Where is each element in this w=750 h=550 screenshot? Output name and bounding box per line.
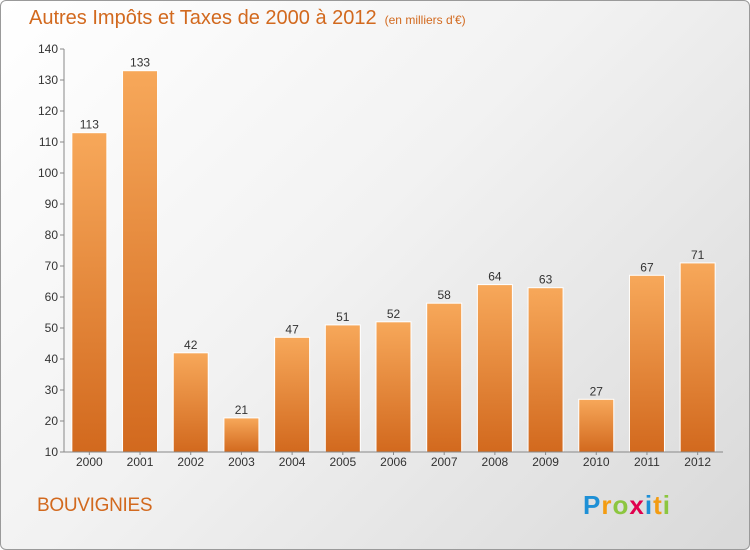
y-tick-label-130: 130	[38, 73, 58, 87]
bar-2008	[476, 284, 513, 453]
proxiti-logo: Proxiti	[583, 490, 671, 521]
data-label-2010: 27	[590, 384, 604, 398]
x-tick-label-2012: 2012	[684, 455, 711, 469]
bar-2007	[426, 302, 463, 453]
logo-letter: o	[612, 490, 630, 520]
data-label-2005: 51	[336, 310, 350, 324]
bar-2000	[71, 132, 108, 453]
logo-letter: r	[601, 490, 613, 520]
bar-2012	[679, 262, 716, 453]
logo-letter: P	[583, 490, 602, 520]
data-label-2004: 47	[285, 322, 299, 336]
commune-name: BOUVIGNIES	[37, 495, 153, 516]
data-label-2002: 42	[184, 338, 198, 352]
y-tick-label-110: 110	[39, 135, 58, 149]
y-tick-label-100: 100	[38, 166, 58, 180]
data-label-2003: 21	[235, 403, 249, 417]
x-tick-label-2000: 2000	[76, 455, 103, 469]
logo-letter: i	[644, 490, 654, 520]
y-tick-label-40: 40	[45, 352, 59, 366]
x-tick-label-2001: 2001	[127, 455, 154, 469]
data-label-2011: 67	[640, 260, 654, 274]
bar-2010	[578, 398, 615, 453]
axes-layer: 2000 2001 2002 2003 2004 2005 2006 2007 2008 2009…	[38, 42, 723, 469]
y-tick-label-10: 10	[45, 445, 59, 459]
y-tick-label-60: 60	[45, 290, 59, 304]
x-tick-label-2009: 2009	[532, 455, 559, 469]
data-label-2006: 52	[387, 307, 401, 321]
data-label-2001: 133	[130, 56, 150, 70]
y-tick-label-70: 70	[45, 259, 59, 273]
logo-letter: i	[662, 490, 671, 520]
y-tick-label-140: 140	[38, 42, 58, 56]
y-tick-label-90: 90	[45, 197, 59, 211]
y-tick-label-80: 80	[45, 228, 59, 242]
y-tick-label-20: 20	[45, 414, 59, 428]
x-tick-label-2008: 2008	[482, 455, 509, 469]
bar-2002	[172, 352, 209, 453]
x-tick-label-2011: 2011	[634, 455, 660, 469]
y-tick-label-120: 120	[38, 104, 58, 118]
x-tick-label-2010: 2010	[583, 455, 610, 469]
x-tick-label-2005: 2005	[329, 455, 356, 469]
bar-2009	[527, 287, 564, 453]
bar-2005	[324, 324, 361, 453]
bar-2004	[274, 336, 311, 453]
y-tick-label-30: 30	[45, 383, 59, 397]
title-unit: (en milliers d'€)	[384, 13, 466, 27]
x-tick-label-2003: 2003	[228, 455, 255, 469]
bar-2011	[628, 274, 665, 453]
x-tick-label-2002: 2002	[177, 455, 204, 469]
x-tick-label-2004: 2004	[279, 455, 306, 469]
data-label-2007: 58	[438, 288, 452, 302]
title-text: Autres Impôts et Taxes de 2000 à 2012	[29, 7, 377, 29]
bar-2003	[223, 417, 260, 453]
bar-2001	[122, 70, 159, 453]
data-label-2009: 63	[539, 273, 553, 287]
bar-2006	[375, 321, 412, 453]
logo-letter: t	[653, 490, 663, 520]
data-label-2008: 64	[488, 270, 502, 284]
logo-letter: x	[629, 490, 645, 520]
bars-layer: 113 133 42 21 47 51 52 58 64 63 27 67 71	[71, 56, 716, 453]
x-tick-label-2007: 2007	[431, 455, 458, 469]
chart-title: Autres Impôts et Taxes de 2000 à 2012 (en…	[29, 7, 466, 30]
y-tick-label-50: 50	[45, 321, 59, 335]
data-label-2012: 71	[691, 248, 705, 262]
x-tick-label-2006: 2006	[380, 455, 407, 469]
data-label-2000: 113	[80, 118, 99, 132]
